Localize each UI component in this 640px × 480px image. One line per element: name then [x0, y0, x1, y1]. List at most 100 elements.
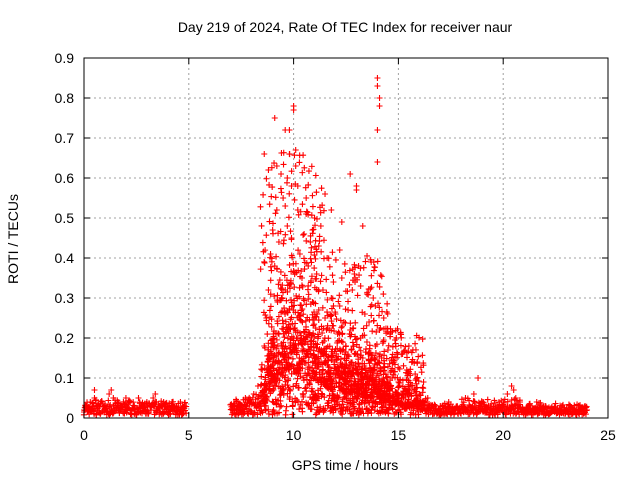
data-point: [374, 75, 381, 81]
data-point: [91, 387, 98, 393]
data-point-scatter: [277, 268, 284, 275]
data-point-scatter: [417, 364, 424, 371]
data-point-scatter: [326, 343, 333, 350]
data-point-scatter: [379, 391, 386, 398]
data-point-scatter: [320, 366, 327, 373]
data-point-scatter: [269, 184, 276, 191]
data-point-scatter: [369, 328, 376, 335]
data-point-scatter: [297, 361, 304, 368]
data-point-scatter: [278, 369, 285, 376]
data-point-scatter: [328, 318, 335, 325]
data-point: [93, 403, 100, 409]
data-point-scatter: [274, 266, 281, 273]
data-point-scatter: [384, 325, 391, 332]
data-point-scatter: [368, 301, 375, 308]
data-point-scatter: [312, 275, 319, 282]
data-point-scatter: [285, 214, 292, 221]
data-point-scatter: [329, 272, 336, 279]
data-point-scatter: [328, 305, 335, 312]
data-point-scatter: [320, 237, 327, 244]
plot-frame: [83, 57, 609, 419]
data-point: [250, 391, 257, 397]
data-point-scatter: [281, 364, 288, 371]
data-point: [139, 403, 146, 409]
data-point-scatter: [257, 392, 264, 399]
data-point-scatter: [279, 282, 286, 289]
data-point: [148, 403, 155, 409]
data-point-scatter: [280, 320, 287, 327]
data-point: [110, 395, 117, 401]
data-point-scatter: [353, 335, 360, 342]
data-point-scatter: [333, 316, 340, 323]
data-point-scatter: [339, 330, 346, 337]
data-point-band: [513, 397, 520, 404]
data-point-scatter: [347, 320, 354, 327]
data-point-scatter: [281, 357, 288, 364]
data-point-scatter: [384, 300, 391, 307]
data-point-band: [385, 410, 392, 417]
data-point-scatter: [317, 209, 324, 216]
data-point-scatter: [349, 339, 356, 346]
data-point: [326, 327, 333, 333]
data-point-band: [504, 398, 511, 405]
data-point-scatter: [272, 210, 279, 217]
data-point: [374, 127, 381, 133]
data-point-scatter: [311, 243, 318, 250]
data-point-band: [389, 385, 396, 392]
data-point-band: [336, 402, 343, 409]
data-point-scatter: [300, 328, 307, 335]
data-point: [332, 311, 339, 317]
data-point: [387, 331, 394, 337]
data-point-scatter: [419, 384, 426, 391]
y-tick-label: 0.9: [55, 50, 75, 66]
data-point-band: [283, 297, 290, 304]
data-point-band: [339, 401, 346, 408]
data-point-scatter: [292, 260, 299, 267]
data-point-scatter: [415, 353, 422, 360]
data-point: [273, 207, 280, 213]
data-point: [317, 223, 324, 229]
data-point-scatter: [300, 255, 307, 262]
data-point: [345, 307, 352, 313]
data-point: [269, 227, 276, 233]
data-point-band: [278, 402, 285, 409]
data-point-band: [254, 411, 261, 418]
data-point: [324, 255, 331, 261]
data-point-scatter: [335, 383, 342, 390]
data-point-scatter: [344, 288, 351, 295]
data-point: [374, 83, 381, 89]
data-point-scatter: [313, 356, 320, 363]
data-point-scatter: [275, 313, 282, 320]
data-point-scatter: [297, 302, 304, 309]
data-point-band: [286, 394, 293, 401]
data-point-scatter: [347, 359, 354, 366]
data-point-scatter: [420, 385, 427, 392]
data-point-scatter: [298, 356, 305, 363]
data-point-scatter: [262, 247, 269, 254]
data-point-band: [346, 406, 353, 413]
data-point-band: [281, 334, 288, 341]
data-point-band: [280, 391, 287, 398]
data-point: [405, 343, 412, 349]
data-point-scatter: [368, 312, 375, 319]
x-tick-label: 0: [80, 427, 88, 443]
data-point-scatter: [319, 304, 326, 311]
data-point-scatter: [308, 277, 315, 284]
data-point-scatter: [315, 333, 322, 340]
data-point: [357, 283, 364, 289]
data-point-band: [297, 312, 304, 319]
data-point: [246, 399, 253, 405]
data-point-band: [308, 385, 315, 392]
data-point-scatter: [284, 335, 291, 342]
data-point-scatter: [267, 314, 274, 321]
data-point: [261, 151, 268, 157]
data-point: [462, 395, 469, 401]
data-point-scatter: [317, 361, 324, 368]
data-point: [349, 287, 356, 293]
data-point-scatter: [265, 340, 272, 347]
data-point-scatter: [408, 349, 415, 356]
data-point: [278, 171, 285, 177]
data-point-scatter: [271, 371, 278, 378]
data-point-scatter: [326, 263, 333, 270]
data-point-scatter: [374, 370, 381, 377]
